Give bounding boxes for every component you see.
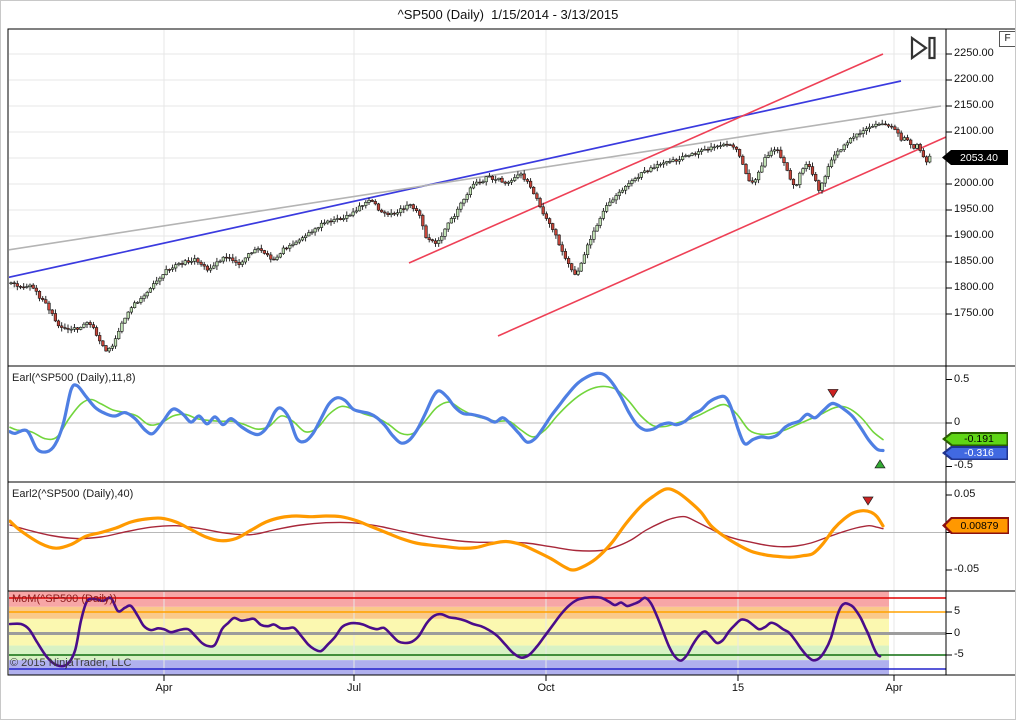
mom-band [9, 606, 889, 619]
earl-indicator-label: Earl(^SP500 (Daily),11,8) [12, 372, 136, 384]
x-axis-tick-label: Oct [537, 682, 555, 694]
y-axis-tick-label: 1900.00 [954, 229, 994, 241]
price-panel[interactable] [1, 53, 946, 353]
trendline[interactable] [1, 105, 942, 251]
y-axis-tick-label: 0 [954, 416, 961, 428]
x-axis-tick-label: Jul [346, 682, 362, 694]
earl-blue-value-badge: -0.316 [942, 446, 1008, 460]
y-axis-tick-label: 2000.00 [954, 177, 994, 189]
y-axis-tick-label: 2250.00 [954, 47, 994, 59]
chart-title: ^SP500 (Daily) 1/15/2014 - 3/13/2015 [397, 7, 619, 22]
copyright-text: © 2015 NinjaTrader, LLC [10, 657, 132, 669]
earl2-fast-orange [9, 487, 885, 572]
skip-to-end-icon [910, 35, 936, 61]
sell-arrow-icon [827, 389, 839, 399]
y-axis-tick-label: 0 [954, 627, 961, 639]
x-axis-tick-label: 15 [731, 682, 745, 694]
earl2-indicator-label: Earl2(^SP500 (Daily),40) [12, 488, 134, 500]
y-axis-tick-label: 1750.00 [954, 307, 994, 319]
mom-band [9, 591, 889, 607]
trendline[interactable] [497, 136, 946, 337]
y-axis-tick-label: 1800.00 [954, 281, 994, 293]
earl-green-value-badge: -0.191 [942, 432, 1008, 446]
last-price-value: 2053.40 [945, 151, 1007, 164]
mom-indicator-label: MoM(^SP500 (Daily)) [12, 593, 117, 605]
y-axis-tick-label: 2150.00 [954, 99, 994, 111]
mom-purple [9, 595, 882, 668]
f-button[interactable]: F [999, 31, 1015, 47]
y-axis-tick-label: -0.05 [954, 563, 980, 575]
mom-band [9, 645, 889, 661]
mom-band [9, 660, 889, 675]
go-to-last-bar-button[interactable] [909, 34, 939, 62]
earl-fast-green [9, 385, 884, 441]
last-price-badge: 2053.40 [942, 150, 1008, 165]
x-axis-tick-label: Apr [155, 682, 173, 694]
x-axis-tick-label: Apr [885, 682, 903, 694]
y-axis-tick-label: 2100.00 [954, 125, 994, 137]
y-axis-tick-label: 0.5 [954, 373, 970, 385]
trendline[interactable] [1, 80, 902, 279]
y-axis-tick-label: 2200.00 [954, 73, 994, 85]
y-axis-tick-label: 1950.00 [954, 203, 994, 215]
buy-arrow-icon [874, 459, 886, 469]
trendline[interactable] [408, 53, 884, 264]
earl2-value-badge: 0.00879 [942, 517, 1009, 534]
y-axis-tick-label: -5 [954, 648, 964, 660]
y-axis-tick-label: 0.05 [954, 488, 976, 500]
y-axis-tick-label: 5 [954, 605, 961, 617]
earl-slow-blue [9, 371, 885, 454]
sell-arrow-icon [862, 496, 874, 506]
y-axis-tick-label: -0.5 [954, 459, 973, 471]
y-axis-tick-label: 1850.00 [954, 255, 994, 267]
